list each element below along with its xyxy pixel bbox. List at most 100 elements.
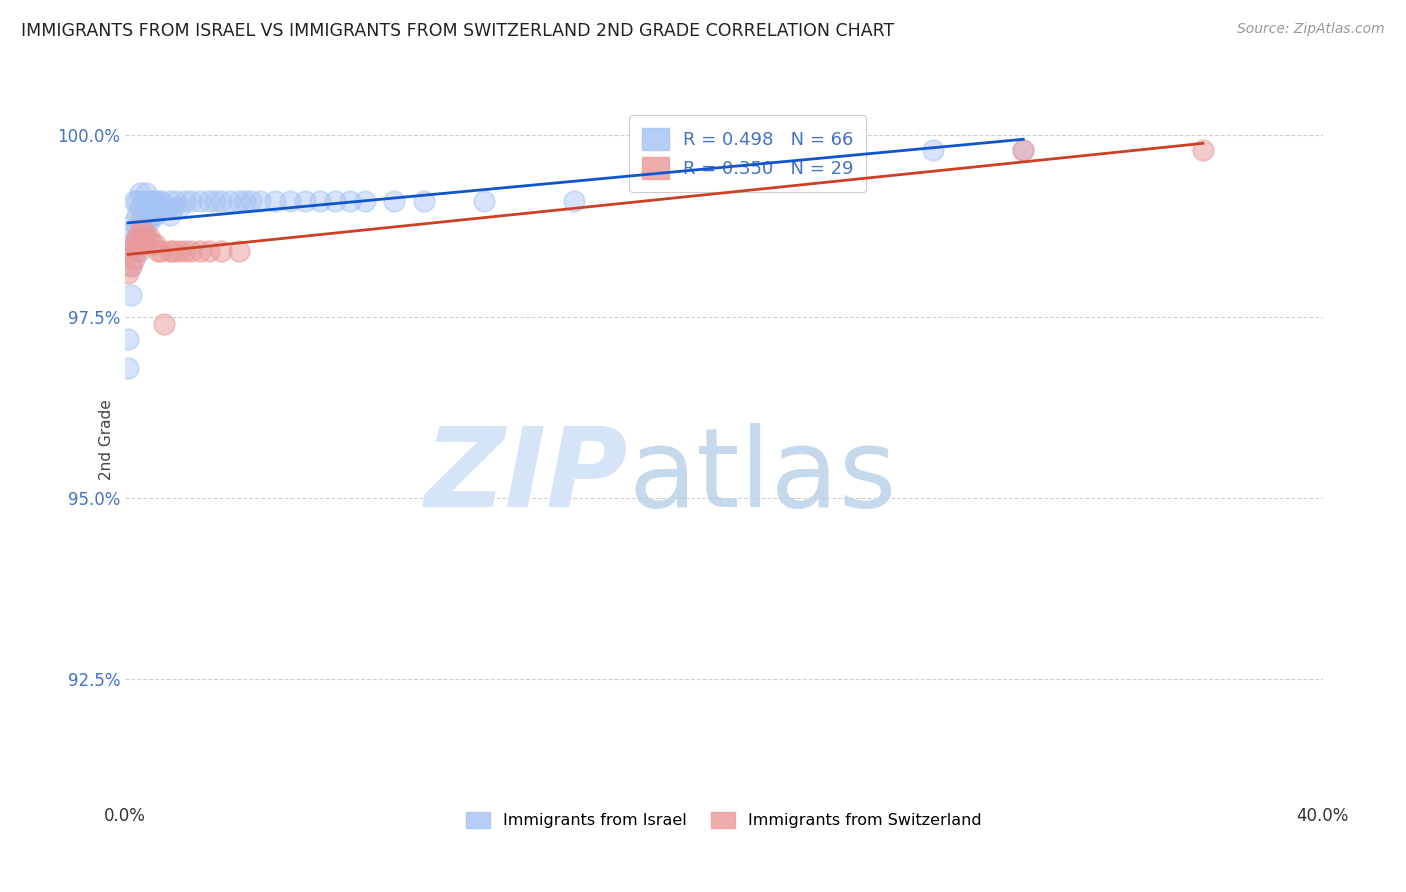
Point bbox=[167, 244, 190, 259]
Point bbox=[165, 194, 187, 208]
Point bbox=[122, 223, 145, 237]
Point bbox=[122, 252, 145, 266]
Point bbox=[122, 237, 145, 252]
Point bbox=[198, 194, 221, 208]
Point bbox=[129, 244, 152, 259]
Point bbox=[384, 194, 406, 208]
Point bbox=[135, 186, 157, 201]
Point bbox=[278, 194, 301, 208]
Point bbox=[198, 244, 221, 259]
Point bbox=[143, 237, 166, 252]
Point bbox=[141, 237, 163, 252]
Legend: Immigrants from Israel, Immigrants from Switzerland: Immigrants from Israel, Immigrants from … bbox=[460, 805, 987, 835]
Point bbox=[263, 194, 285, 208]
Point bbox=[180, 194, 202, 208]
Point bbox=[153, 317, 176, 331]
Point bbox=[122, 237, 145, 252]
Point bbox=[129, 201, 152, 215]
Point bbox=[149, 201, 172, 215]
Point bbox=[204, 194, 226, 208]
Point bbox=[138, 194, 160, 208]
Point bbox=[159, 194, 181, 208]
Text: atlas: atlas bbox=[628, 423, 897, 530]
Point bbox=[129, 223, 152, 237]
Point bbox=[143, 208, 166, 222]
Point bbox=[162, 244, 184, 259]
Point bbox=[125, 237, 148, 252]
Point bbox=[294, 194, 316, 208]
Point bbox=[562, 194, 585, 208]
Point bbox=[146, 244, 169, 259]
Point bbox=[129, 215, 152, 229]
Text: IMMIGRANTS FROM ISRAEL VS IMMIGRANTS FROM SWITZERLAND 2ND GRADE CORRELATION CHAR: IMMIGRANTS FROM ISRAEL VS IMMIGRANTS FRO… bbox=[21, 22, 894, 40]
Point bbox=[339, 194, 361, 208]
Point bbox=[188, 194, 211, 208]
Point bbox=[125, 194, 148, 208]
Point bbox=[323, 194, 346, 208]
Point bbox=[122, 215, 145, 229]
Point bbox=[117, 360, 139, 375]
Point bbox=[141, 194, 163, 208]
Point bbox=[239, 194, 262, 208]
Point bbox=[149, 244, 172, 259]
Point bbox=[353, 194, 375, 208]
Point bbox=[132, 237, 155, 252]
Point bbox=[120, 259, 142, 273]
Point bbox=[125, 223, 148, 237]
Text: Source: ZipAtlas.com: Source: ZipAtlas.com bbox=[1237, 22, 1385, 37]
Point bbox=[167, 201, 190, 215]
Point bbox=[135, 215, 157, 229]
Point bbox=[138, 215, 160, 229]
Point bbox=[1192, 143, 1215, 157]
Point bbox=[209, 194, 232, 208]
Point bbox=[162, 201, 184, 215]
Point bbox=[132, 223, 155, 237]
Point bbox=[174, 194, 197, 208]
Point bbox=[117, 266, 139, 280]
Point bbox=[120, 259, 142, 273]
Point bbox=[1012, 143, 1035, 157]
Point bbox=[120, 288, 142, 302]
Point bbox=[138, 201, 160, 215]
Y-axis label: 2nd Grade: 2nd Grade bbox=[98, 400, 114, 481]
Point bbox=[153, 201, 176, 215]
Point bbox=[120, 244, 142, 259]
Point bbox=[120, 237, 142, 252]
Text: ZIP: ZIP bbox=[425, 423, 628, 530]
Point bbox=[233, 194, 256, 208]
Point bbox=[141, 208, 163, 222]
Point bbox=[1012, 143, 1035, 157]
Point bbox=[156, 201, 179, 215]
Point bbox=[129, 237, 152, 252]
Point bbox=[138, 230, 160, 244]
Point bbox=[143, 194, 166, 208]
Point bbox=[413, 194, 436, 208]
Point bbox=[159, 244, 181, 259]
Point bbox=[159, 208, 181, 222]
Point bbox=[117, 331, 139, 345]
Point bbox=[228, 194, 250, 208]
Point bbox=[308, 194, 330, 208]
Point bbox=[132, 208, 155, 222]
Point bbox=[135, 201, 157, 215]
Point bbox=[188, 244, 211, 259]
Point bbox=[125, 208, 148, 222]
Point bbox=[149, 194, 172, 208]
Point bbox=[122, 194, 145, 208]
Point bbox=[125, 244, 148, 259]
Point bbox=[174, 244, 197, 259]
Point bbox=[228, 244, 250, 259]
Point bbox=[180, 244, 202, 259]
Point bbox=[135, 230, 157, 244]
Point bbox=[472, 194, 495, 208]
Point bbox=[146, 194, 169, 208]
Point bbox=[249, 194, 271, 208]
Point bbox=[922, 143, 945, 157]
Point bbox=[218, 194, 240, 208]
Point bbox=[125, 230, 148, 244]
Point bbox=[132, 194, 155, 208]
Point bbox=[129, 186, 152, 201]
Point bbox=[146, 201, 169, 215]
Point bbox=[209, 244, 232, 259]
Point bbox=[129, 230, 152, 244]
